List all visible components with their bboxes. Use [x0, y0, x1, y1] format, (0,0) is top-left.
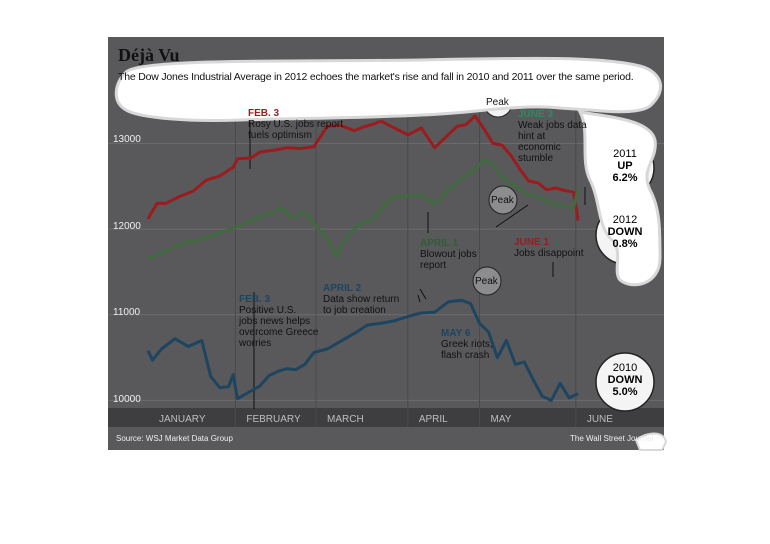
- leader-line: [419, 288, 427, 300]
- annotation-line: Rosy U.S. jobs report: [248, 119, 344, 130]
- annotation-line: Jobs disappoint: [514, 248, 584, 259]
- y-tick-label: 12000: [113, 221, 141, 232]
- badge-percent: 0.8%: [612, 238, 638, 250]
- badge-percent: 6.2%: [612, 172, 638, 184]
- annotation-line: Blowout jobs: [420, 249, 477, 260]
- y-tick-label: 11000: [113, 307, 141, 318]
- badge-direction: UP: [617, 160, 633, 172]
- annotation-line: Greek riots,: [441, 339, 493, 350]
- badge-circle: [595, 352, 655, 412]
- annotation-april1-2011: APRIL 1 Blowout jobs report: [420, 238, 477, 271]
- badge-percent: 5.0%: [612, 386, 638, 398]
- series-line-2010: [146, 298, 579, 402]
- y-tick-label: 10000: [113, 394, 141, 405]
- badge-2010: 2010 DOWN 5.0%: [597, 362, 653, 398]
- annotation-head: APRIL 1: [420, 238, 459, 249]
- annotation-head: APRIL 2: [323, 283, 362, 294]
- month-label: FEBRUARY: [246, 414, 301, 425]
- annotation-line: jobs news helps: [239, 316, 311, 327]
- annotation-line: worries: [239, 338, 272, 349]
- annotation-line: hint at: [518, 131, 546, 142]
- leader-line: [495, 204, 529, 228]
- badge-2012: 2012 DOWN 0.8%: [597, 214, 653, 250]
- badge-direction: DOWN: [607, 374, 643, 386]
- badge-2011: 2011 UP 6.2%: [597, 148, 653, 184]
- badge-year: 2011: [613, 148, 637, 160]
- credit-note: The Wall Street Journal: [570, 434, 654, 443]
- annotation-line: stumble: [518, 153, 554, 164]
- peak-marker: [488, 185, 518, 215]
- annotation-feb3-2010: FEB. 3 Positive U.S. jobs news helps ove…: [239, 294, 318, 349]
- annotation-april2-2010: APRIL 2 Data show return to job creation: [323, 283, 399, 316]
- annotation-may6-2010: MAY 6 Greek riots, flash crash: [441, 328, 493, 361]
- annotation-head: FEB. 3: [248, 108, 280, 119]
- annotation-head: MAY 6: [441, 328, 471, 339]
- y-tick-label: 13000: [113, 134, 141, 145]
- annotation-head: FEB. 3: [239, 294, 271, 305]
- month-label: MARCH: [327, 414, 364, 425]
- annotation-june1-2012: JUNE 1 Jobs disappoint: [514, 237, 584, 259]
- annotation-head: JUNE 3: [518, 109, 554, 120]
- peak-label-2012: Peak: [486, 97, 509, 108]
- month-axis-bar: [108, 408, 664, 427]
- month-label: APRIL: [419, 414, 448, 425]
- annotation-line: Positive U.S.: [239, 305, 297, 316]
- badge-year: 2010: [612, 362, 638, 374]
- annotation-head: JUNE 1: [514, 237, 550, 248]
- series-line-2012: [146, 114, 580, 221]
- annotation-line: overcome Greece: [239, 327, 319, 338]
- annotation-line: economic: [518, 142, 561, 153]
- annotation-line: flash crash: [441, 350, 490, 361]
- leader-line: [417, 294, 421, 303]
- month-label: JANUARY: [159, 414, 206, 425]
- series-line-2011: [147, 158, 580, 261]
- chart-subtitle: The Dow Jones Industrial Average in 2012…: [118, 71, 634, 83]
- annotation-line: Data show return: [323, 294, 400, 305]
- annotation-line: fuels optimism: [248, 130, 312, 141]
- chart-title: Déjà Vu: [118, 45, 180, 65]
- month-label: MAY: [491, 414, 512, 425]
- annotation-line: Weak jobs data: [518, 120, 587, 131]
- month-label: JUNE: [587, 414, 613, 425]
- badge-direction: DOWN: [607, 226, 643, 238]
- annotation-june3-2011: JUNE 3 Weak jobs data hint at economic s…: [518, 109, 587, 164]
- peak-marker: [472, 266, 502, 296]
- annotation-feb3-2012: FEB. 3 Rosy U.S. jobs report fuels optim…: [248, 108, 343, 141]
- annotation-line: to job creation: [323, 305, 386, 316]
- badge-year: 2012: [612, 214, 638, 226]
- annotation-line: report: [420, 260, 447, 271]
- peak-label-2011: Peak: [491, 195, 514, 206]
- peak-label-2010: Peak: [475, 276, 498, 287]
- source-note: Source: WSJ Market Data Group: [116, 434, 233, 443]
